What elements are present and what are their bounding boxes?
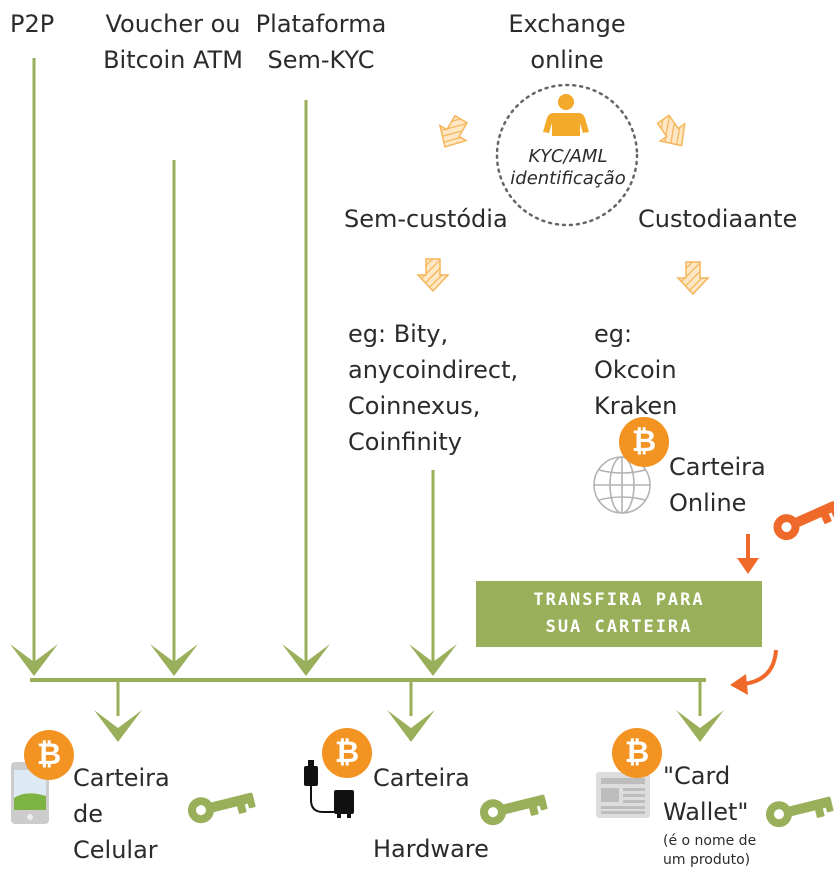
transfer-banner-line2: SUA CARTEIRA <box>545 617 693 637</box>
source-line-platform <box>282 100 330 676</box>
hardware-wallet-line2: Hardware <box>373 835 489 863</box>
source-exchange-line1: Exchange <box>508 10 626 38</box>
card-wallet-note-line2: um produto) <box>663 852 751 868</box>
card-wallet-note: (é o nome de um produto) <box>663 832 756 870</box>
online-wallet-line2: Online <box>669 489 747 517</box>
example-anycoindirect: anycoindirect, <box>348 356 519 384</box>
card-wallet-line2: Wallet" <box>663 798 749 826</box>
noncustodial-examples: eg: Bity, anycoindirect, Coinnexus, Coin… <box>348 316 518 460</box>
transfer-banner: TRANSFIRA PARA SUA CARTEIRA <box>476 581 762 647</box>
hardware-wallet-bitcoin-icon: ₿ <box>322 728 372 778</box>
source-voucher-line2: Bitcoin ATM <box>103 46 243 74</box>
mobile-wallet-line3: Celular <box>73 836 158 864</box>
hardware-wallet-key-icon <box>477 786 549 828</box>
online-wallet-key-icon <box>769 493 834 545</box>
source-exchange-line2: online <box>530 46 604 74</box>
card-wallet-label: "Card Wallet" <box>663 758 748 830</box>
arrow-down-to-banner <box>737 534 759 574</box>
online-wallet-label: Carteira Online <box>669 449 766 521</box>
arrow-down-noncustodial <box>417 258 449 292</box>
custodial-label: Custodiaante <box>638 205 798 233</box>
example-bity: eg: Bity, <box>348 320 449 348</box>
mobile-wallet-key-icon <box>185 784 257 826</box>
globe-icon <box>593 456 651 514</box>
example-eg: eg: <box>594 320 633 348</box>
online-wallet-line1: Carteira <box>669 453 766 481</box>
source-exchange-label: Exchange online <box>497 6 637 78</box>
source-voucher-line1: Voucher ou <box>105 10 241 38</box>
card-wallet-line1: "Card <box>663 762 731 790</box>
arrow-down-custodial <box>677 261 709 295</box>
source-voucher-label: Voucher ou Bitcoin ATM <box>96 6 250 78</box>
custodial-examples: eg: Okcoin Kraken <box>594 316 677 424</box>
kyc-line1: KYC/AML <box>528 146 608 167</box>
card-wallet-bitcoin-icon: ₿ <box>612 728 662 778</box>
mobile-wallet-line2: de <box>73 800 103 828</box>
newspaper-icon <box>596 772 650 818</box>
card-wallet-note-line1: (é o nome de <box>663 833 757 849</box>
arrow-to-mobile <box>94 680 142 742</box>
arrow-curve-to-bar <box>730 649 778 695</box>
noncustodial-label: Sem-custódia <box>344 205 508 233</box>
example-kraken: Kraken <box>594 392 678 420</box>
example-coinfinity: Coinfinity <box>348 428 462 456</box>
mobile-wallet-label: Carteira de Celular <box>73 760 170 868</box>
source-line-p2p <box>10 58 58 676</box>
source-line-voucher <box>150 160 198 676</box>
arrow-to-hardware <box>387 680 435 742</box>
card-wallet-key-icon <box>763 788 834 830</box>
transfer-banner-line1: TRANSFIRA PARA <box>533 590 705 610</box>
mobile-wallet-line1: Carteira <box>73 764 170 792</box>
source-platform-line2: Sem-KYC <box>267 46 375 74</box>
online-wallet-bitcoin-icon: ₿ <box>619 417 669 467</box>
person-icon <box>543 94 589 136</box>
source-p2p-label: P2P <box>10 10 55 38</box>
usb-device-icon <box>304 760 354 818</box>
example-coinnexus: Coinnexus, <box>348 392 481 420</box>
mobile-wallet-bitcoin-icon: ₿ <box>24 730 74 780</box>
arrow-to-noncustodial <box>431 110 475 156</box>
arrow-to-card <box>676 680 724 742</box>
example-okcoin: Okcoin <box>594 356 677 384</box>
source-platform-label: Plataforma Sem-KYC <box>250 6 392 78</box>
kyc-circle <box>495 83 639 227</box>
source-line-noncustodial <box>409 470 457 676</box>
kyc-label: KYC/AML identificação <box>498 146 638 190</box>
hardware-wallet-line1: Carteira <box>373 764 470 792</box>
source-platform-line1: Plataforma <box>255 10 387 38</box>
arrow-to-custodial <box>650 109 695 155</box>
kyc-line2: identificação <box>510 168 626 189</box>
